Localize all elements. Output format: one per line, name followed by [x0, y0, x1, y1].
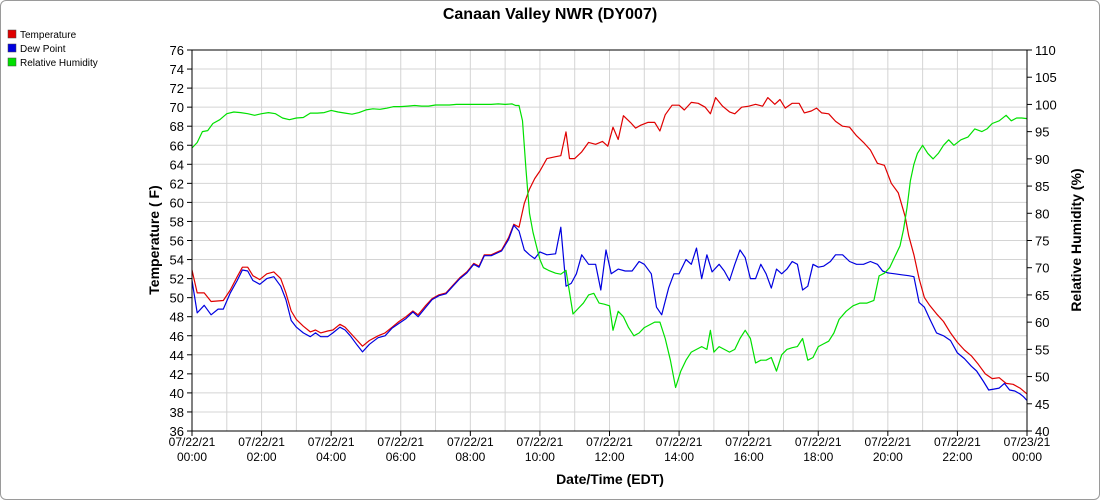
series-line-relative-humidity — [191, 103, 1028, 389]
x-tick-date: 07/22/21 — [308, 435, 355, 449]
y2-tick-label: 85 — [1035, 179, 1049, 194]
legend: Temperature Dew Point Relative Humidity — [7, 29, 98, 69]
x-tick-date: 07/22/21 — [586, 435, 633, 449]
y-tick-label: 40 — [170, 386, 184, 401]
x-axis-title: Date/Time (EDT) — [556, 471, 664, 487]
y-tick-label: 74 — [170, 62, 184, 77]
x-tick-date: 07/22/21 — [656, 435, 703, 449]
y-tick-label: 68 — [170, 119, 184, 134]
y-tick-label: 48 — [170, 310, 184, 325]
x-tick-date: 07/22/21 — [238, 435, 285, 449]
y-tick-label: 46 — [170, 329, 184, 344]
y2-tick-label: 75 — [1035, 234, 1049, 249]
x-tick-time: 18:00 — [803, 450, 833, 464]
y2-tick-label: 45 — [1035, 397, 1049, 412]
x-tick-time: 22:00 — [942, 450, 972, 464]
y-axis-title: Temperature ( F) — [146, 185, 162, 294]
grid — [191, 49, 1028, 432]
legend-label-relative-humidity: Relative Humidity — [20, 58, 98, 69]
legend-label-temperature: Temperature — [20, 30, 77, 41]
y2-tick-label: 40 — [1035, 424, 1049, 439]
y-tick-label: 52 — [170, 272, 184, 287]
series-layer — [191, 97, 1028, 401]
legend-swatch-relative-humidity — [7, 57, 17, 67]
y2-tick-label: 110 — [1035, 43, 1056, 58]
x-tick-date: 07/22/21 — [517, 435, 564, 449]
x-tick-time: 08:00 — [455, 450, 485, 464]
y2-tick-label: 60 — [1035, 315, 1049, 330]
x-tick-time: 14:00 — [664, 450, 694, 464]
y-tick-label: 62 — [170, 176, 184, 191]
series-line-temperature — [191, 97, 1028, 395]
y2-axis-title: Relative Humidity (%) — [1068, 168, 1084, 311]
y-tick-label: 56 — [170, 234, 184, 249]
x-tick-date: 07/22/21 — [934, 435, 981, 449]
y-tick-label: 64 — [170, 157, 184, 172]
x-tick-time: 12:00 — [594, 450, 624, 464]
y2-tick-label: 70 — [1035, 261, 1049, 276]
y-tick-label: 72 — [170, 81, 184, 96]
chart-title: Canaan Valley NWR (DY007) — [443, 6, 657, 23]
legend-swatch-dew-point — [7, 43, 17, 53]
left-axis-ticks: 36 38 40 42 44 46 48 50 52 54 56 58 60 62 64 66 68 70 72 74… — [170, 43, 192, 439]
y2-tick-label: 80 — [1035, 206, 1049, 221]
y2-tick-label: 90 — [1035, 152, 1049, 167]
x-tick-time: 02:00 — [247, 450, 277, 464]
y-tick-label: 36 — [170, 424, 184, 439]
x-tick-date: 07/22/21 — [377, 435, 424, 449]
x-tick-date: 07/22/21 — [169, 435, 216, 449]
y2-tick-label: 65 — [1035, 288, 1049, 303]
x-tick-time: 06:00 — [386, 450, 416, 464]
y-tick-label: 44 — [170, 348, 184, 363]
y-tick-label: 38 — [170, 405, 184, 420]
legend-label-dew-point: Dew Point — [20, 44, 66, 55]
y2-tick-label: 100 — [1035, 97, 1057, 112]
y2-tick-label: 55 — [1035, 342, 1049, 357]
series-line-dew-point — [191, 224, 1028, 401]
y-tick-label: 54 — [170, 253, 184, 268]
x-tick-date: 07/22/21 — [864, 435, 911, 449]
y-tick-label: 60 — [170, 195, 184, 210]
x-tick-date: 07/22/21 — [795, 435, 842, 449]
y-tick-label: 58 — [170, 214, 184, 229]
x-tick-date: 07/22/21 — [725, 435, 772, 449]
x-tick-date: 07/23/21 — [1004, 435, 1051, 449]
x-axis-ticks: 07/22/2100:0007/22/2102:0007/22/2104:000… — [169, 431, 1051, 464]
y-tick-label: 42 — [170, 367, 184, 382]
y-tick-label: 70 — [170, 100, 184, 115]
x-tick-time: 04:00 — [316, 450, 346, 464]
x-tick-time: 10:00 — [525, 450, 555, 464]
y-tick-label: 66 — [170, 138, 184, 153]
x-tick-time: 20:00 — [873, 450, 903, 464]
y2-tick-label: 50 — [1035, 370, 1049, 385]
y-tick-label: 50 — [170, 291, 184, 306]
legend-swatch-temperature — [7, 29, 17, 39]
x-tick-date: 07/22/21 — [447, 435, 494, 449]
y2-tick-label: 105 — [1035, 70, 1057, 85]
right-axis-ticks: 40 45 50 55 60 65 70 75 80 85 90 95 100 105 110 — [1027, 43, 1057, 439]
y2-tick-label: 95 — [1035, 125, 1049, 140]
x-tick-time: 00:00 — [177, 450, 207, 464]
x-tick-time: 16:00 — [734, 450, 764, 464]
x-tick-time: 00:00 — [1012, 450, 1042, 464]
y-tick-label: 76 — [170, 43, 184, 58]
